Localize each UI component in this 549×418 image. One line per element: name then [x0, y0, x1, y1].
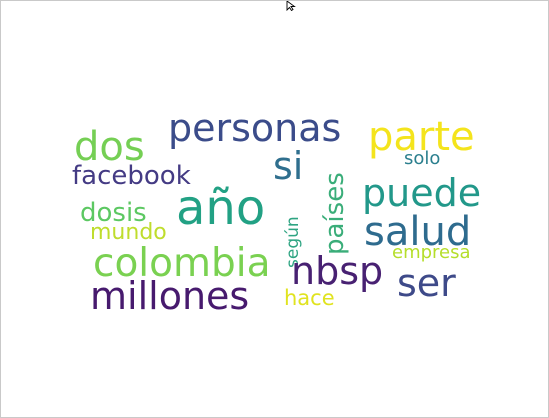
word-hace: hace — [284, 286, 335, 310]
word-parte: parte — [368, 114, 475, 160]
word-empresa: empresa — [392, 242, 471, 263]
word-salud: salud — [364, 209, 472, 255]
word-ser: ser — [397, 261, 456, 305]
word-puede: puede — [362, 171, 482, 215]
word-personas: personas — [168, 106, 342, 150]
word-dos: dos — [74, 124, 145, 170]
word-paises: países — [320, 172, 350, 255]
word-si: si — [273, 144, 304, 188]
word-ano: año — [176, 180, 266, 236]
word-facebook: facebook — [72, 161, 191, 191]
word-millones: millones — [90, 274, 250, 318]
word-mundo: mundo — [90, 220, 167, 245]
word-colombia: colombia — [93, 241, 271, 286]
word-solo: solo — [404, 148, 441, 169]
word-cloud: personas parte dos si solo facebook pued… — [64, 104, 490, 320]
mouse-cursor-icon — [286, 1, 296, 11]
word-nbsp: nbsp — [291, 249, 384, 293]
word-dosis: dosis — [80, 198, 147, 228]
